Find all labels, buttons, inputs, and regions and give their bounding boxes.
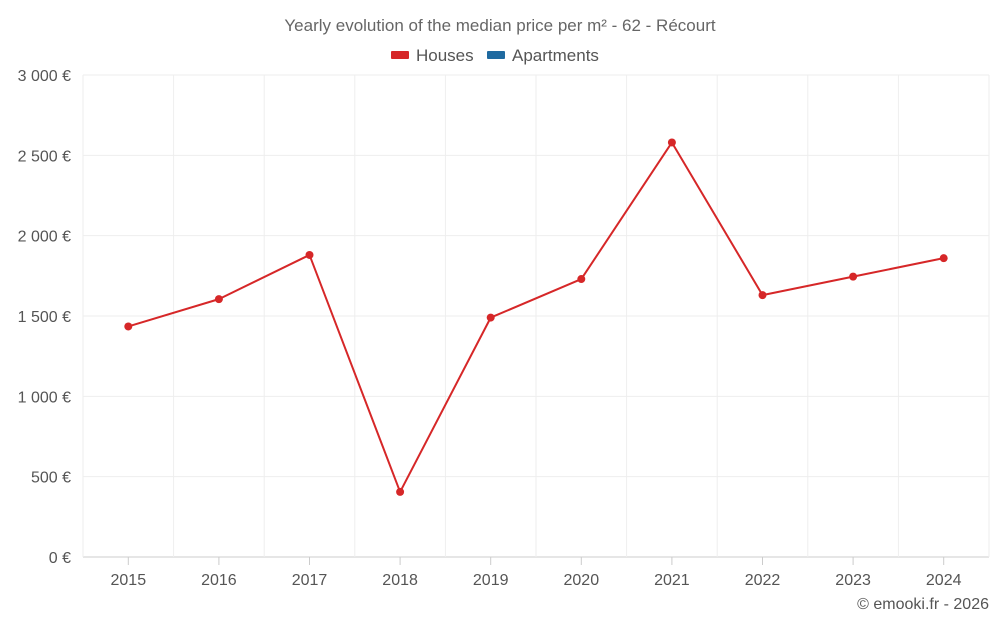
x-tick-label: 2023 bbox=[835, 572, 871, 589]
data-point-houses[interactable] bbox=[486, 313, 495, 322]
x-tick-label: 2019 bbox=[473, 572, 509, 589]
data-point-houses[interactable] bbox=[305, 250, 314, 259]
series-houses bbox=[124, 138, 948, 496]
legend-swatch-houses bbox=[391, 51, 409, 59]
y-tick-label: 0 € bbox=[49, 550, 71, 567]
y-tick-label: 1 500 € bbox=[18, 309, 71, 326]
legend: Houses Apartments bbox=[391, 46, 599, 65]
x-tick-label: 2020 bbox=[564, 572, 600, 589]
x-tick-label: 2016 bbox=[201, 572, 237, 589]
y-tick-label: 500 € bbox=[31, 470, 71, 487]
data-point-houses[interactable] bbox=[124, 322, 133, 331]
grid bbox=[82, 74, 990, 558]
x-tick-label: 2024 bbox=[926, 572, 962, 589]
x-tick-label: 2018 bbox=[382, 572, 418, 589]
y-tick-label: 2 500 € bbox=[18, 148, 71, 165]
legend-label-apartments[interactable]: Apartments bbox=[512, 46, 599, 65]
x-tick-label: 2015 bbox=[111, 572, 147, 589]
x-tick-label: 2022 bbox=[745, 572, 781, 589]
series-line-houses bbox=[128, 141, 944, 493]
y-axis-ticks: 0 € 500 € 1 000 € 1 500 € 2 000 € 2 500 € 3 00… bbox=[18, 68, 71, 567]
legend-label-houses[interactable]: Houses bbox=[416, 46, 474, 65]
x-axis-ticks: 2015 2016 2017 2018 2019 2020 2021 2022 2023 2024 bbox=[111, 557, 962, 589]
data-point-houses[interactable] bbox=[214, 295, 223, 304]
chart-credit: © emooki.fr - 2026 bbox=[857, 596, 989, 613]
data-point-houses[interactable] bbox=[396, 487, 405, 496]
data-point-houses[interactable] bbox=[667, 138, 676, 147]
x-tick-label: 2021 bbox=[654, 572, 690, 589]
data-point-houses[interactable] bbox=[758, 291, 767, 300]
data-point-houses[interactable] bbox=[849, 272, 858, 281]
legend-swatch-apartments bbox=[487, 51, 505, 59]
x-tick-label: 2017 bbox=[292, 572, 328, 589]
data-point-houses[interactable] bbox=[577, 275, 586, 284]
chart-title: Yearly evolution of the median price per… bbox=[284, 16, 715, 35]
y-tick-label: 1 000 € bbox=[18, 389, 71, 406]
y-tick-label: 2 000 € bbox=[18, 229, 71, 246]
y-tick-label: 3 000 € bbox=[18, 68, 71, 85]
data-point-houses[interactable] bbox=[939, 254, 948, 263]
